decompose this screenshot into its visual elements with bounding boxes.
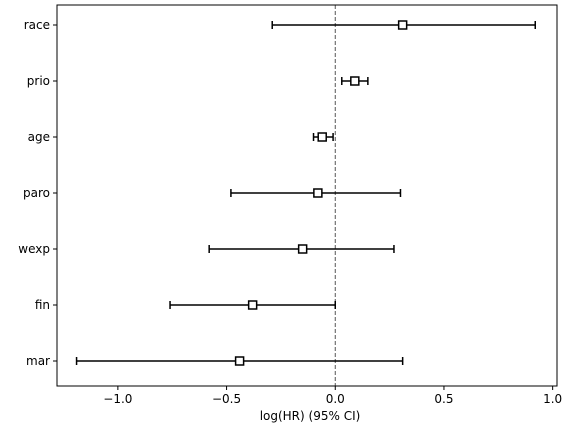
coef-marker-fin [247, 300, 258, 310]
coef-marker-mar [234, 356, 245, 366]
x-axis: −1.0 −0.5 0.0 0.5 1.0 [103, 386, 562, 406]
plot-area [56, 4, 558, 387]
x-tick-label: 0.0 [326, 392, 345, 406]
coef-marker-paro [313, 188, 323, 198]
coef-marker-race [397, 20, 408, 30]
axes-frame [56, 4, 558, 387]
y-tick-label-age: age [28, 130, 50, 144]
y-tick-label-wexp: wexp [18, 242, 50, 256]
x-tick-label: 0.5 [434, 392, 453, 406]
y-tick-label-fin: fin [35, 298, 50, 312]
x-tick-label: −0.5 [212, 392, 241, 406]
y-tick-label-race: race [24, 18, 50, 32]
x-tick-label: 1.0 [543, 392, 562, 406]
coef-marker-wexp [297, 244, 308, 254]
y-tick-label-prio: prio [27, 74, 50, 88]
y-tick-label-mar: mar [26, 354, 50, 368]
x-tick-label: −1.0 [103, 392, 132, 406]
coef-marker-prio [350, 76, 360, 86]
y-tick-label-paro: paro [23, 186, 50, 200]
coef-marker-age [317, 132, 327, 142]
x-axis-label: log(HR) (95% CI) [260, 409, 361, 423]
y-axis: race prio age paro wexp fin mar [18, 18, 57, 368]
